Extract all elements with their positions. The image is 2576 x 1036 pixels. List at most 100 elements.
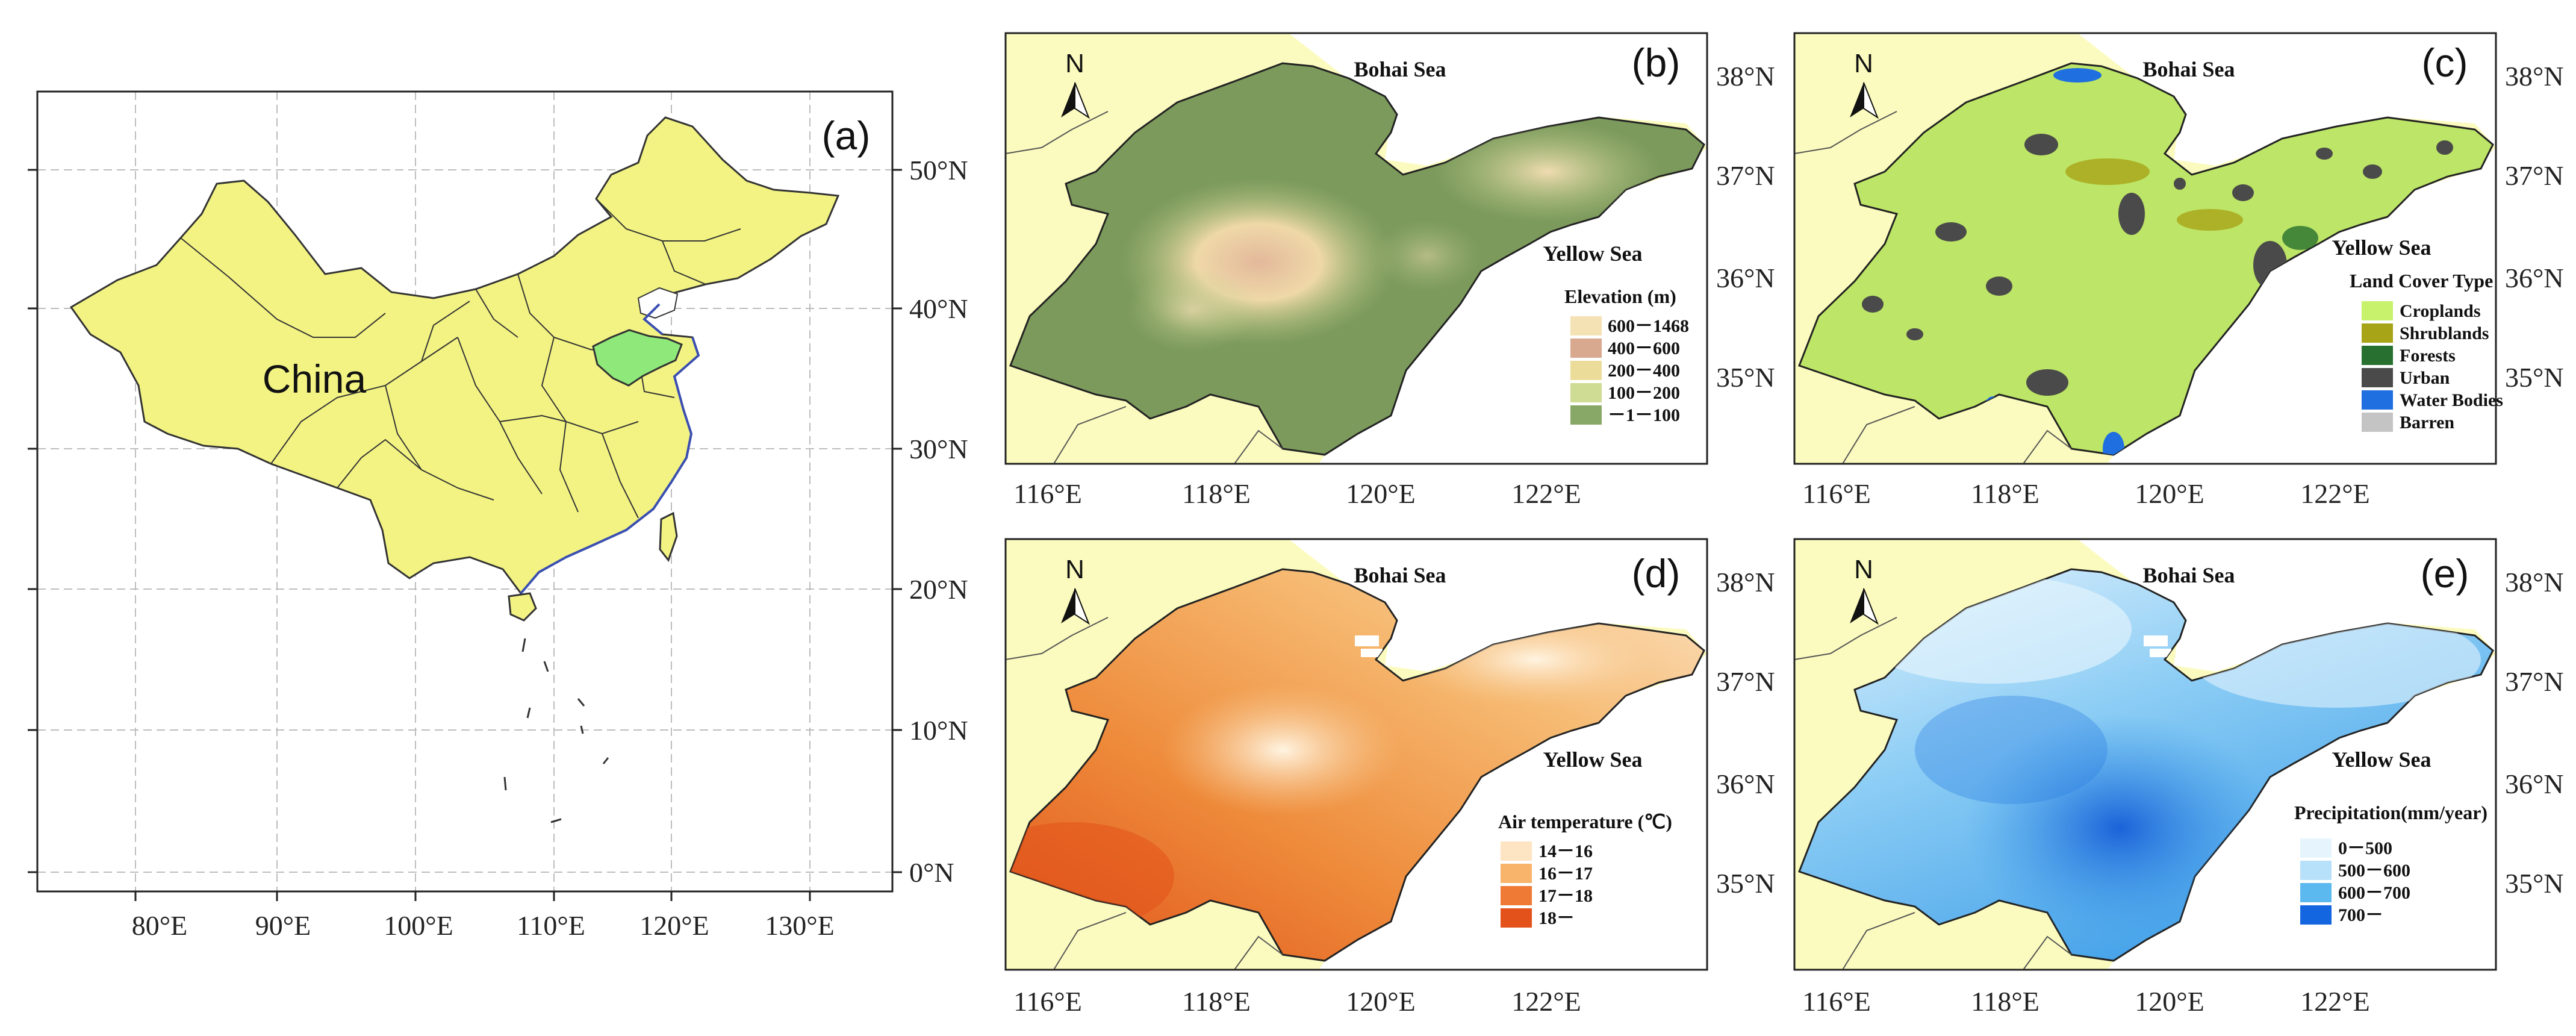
taiwan-island	[659, 511, 678, 563]
north-arrow: N	[1061, 555, 1090, 625]
north-arrow-label: N	[1065, 49, 1084, 78]
north-arrow: N	[1850, 555, 1879, 625]
lon-tick-label: 122°E	[2300, 478, 2370, 509]
lat-tick-label: 38°N	[2505, 61, 2564, 92]
lat-tick-label: 10°N	[909, 715, 968, 746]
lon-tick-label: 118°E	[1971, 478, 2039, 509]
panel-c-lat-ticks: 38°N 37°N 36°N 35°N	[2505, 61, 2564, 393]
north-arrow-icon	[1061, 588, 1075, 623]
lat-tick-label: 36°N	[1716, 263, 1775, 293]
lat-tick-label: 38°N	[1716, 567, 1775, 598]
bohai-sea-label: Bohai Sea	[1354, 57, 1446, 81]
panel-c-frame	[1793, 32, 2497, 465]
legend-label: Urban	[2400, 368, 2450, 388]
boundary-lines	[1005, 111, 1283, 464]
lat-tick-label: 20°N	[909, 574, 968, 605]
panel-a-tick-marks	[28, 169, 902, 901]
legend-label: 700－	[2338, 905, 2383, 925]
panel-b-lat-ticks: 38°N 37°N 36°N 35°N	[1716, 61, 1775, 393]
lat-tick-label: 35°N	[2505, 868, 2564, 899]
panel-d-label: (d)	[1632, 551, 1681, 596]
legend-title: Land Cover Type	[2350, 270, 2493, 292]
legend-label: 500－600	[2338, 861, 2410, 881]
panel-e-frame	[1793, 538, 2497, 971]
lat-tick-label: 35°N	[2505, 362, 2564, 393]
legend-b: Elevation (m) 600－1468 400－600 200－400 1…	[1564, 286, 1689, 425]
panel-c-label: (c)	[2422, 40, 2468, 85]
lon-tick-label: 118°E	[1182, 478, 1251, 509]
lon-tick-label: 116°E	[1802, 478, 1871, 509]
sea-area	[1289, 33, 1707, 464]
lon-tick-label: 130°E	[765, 910, 835, 941]
hainan-island	[508, 592, 537, 622]
legend-label: 200－400	[1608, 361, 1680, 381]
north-arrow: N	[1061, 49, 1090, 119]
panel-e-lat-ticks: 38°N 37°N 36°N 35°N	[2505, 567, 2564, 899]
panel-c-lon-ticks: 116°E 118°E 120°E 122°E	[1802, 478, 2370, 509]
panel-a: China (a) 80°E 90°E 100°E 110°E 120°E 13…	[28, 90, 968, 941]
lat-tick-label: 35°N	[1716, 362, 1775, 393]
legend-label: －1－100	[1608, 405, 1680, 425]
boundary-lines	[1005, 617, 1283, 970]
lon-tick-label: 120°E	[2135, 986, 2204, 1017]
panel-d-lon-ticks: 116°E 118°E 120°E 122°E	[1013, 986, 1581, 1017]
legend-label: 0－500	[2338, 838, 2392, 858]
panel-e: Bohai Sea Yellow Sea (e) N Precipitation…	[1793, 538, 2564, 1017]
sea-area	[1289, 539, 1707, 970]
lon-tick-label: 118°E	[1971, 986, 2039, 1017]
panel-c: Bohai Sea Yellow Sea (c) N Land Cover Ty…	[1793, 32, 2564, 509]
north-arrow-icon	[1850, 83, 1864, 117]
panel-a-frame	[36, 90, 894, 893]
lon-tick-label: 122°E	[2300, 986, 2370, 1017]
lon-tick-label: 120°E	[1346, 478, 1416, 509]
north-arrow: N	[1850, 49, 1879, 119]
panel-a-lon-ticks: 80°E 90°E 100°E 110°E 120°E 130°E	[132, 910, 835, 941]
north-arrow-icon	[1061, 83, 1075, 117]
lat-tick-label: 36°N	[2505, 263, 2564, 293]
lon-tick-label: 116°E	[1802, 986, 1871, 1017]
yellow-sea-label: Yellow Sea	[1543, 242, 1643, 266]
panel-a-lat-ticks: 50°N 40°N 30°N 20°N 10°N 0°N	[909, 155, 968, 888]
panel-b-label: (b)	[1632, 40, 1681, 85]
lat-tick-label: 35°N	[1716, 868, 1775, 899]
legend-label: 400－600	[1608, 339, 1680, 358]
lon-tick-label: 110°E	[517, 910, 585, 941]
shandong-highlight	[592, 329, 683, 387]
lat-tick-label: 0°N	[909, 857, 954, 888]
legend-label: Barren	[2400, 413, 2454, 432]
panel-d-frame	[1004, 538, 1708, 971]
lon-tick-label: 100°E	[384, 910, 453, 941]
elevation-relief	[1120, 120, 1662, 352]
sea-area	[2077, 539, 2496, 970]
bohai-sea-label: Bohai Sea	[1354, 563, 1446, 587]
panel-a-label: (a)	[822, 113, 871, 158]
bohai-sea-label: Bohai Sea	[2142, 563, 2235, 587]
lon-tick-label: 80°E	[132, 910, 188, 941]
lon-tick-label: 120°E	[1346, 986, 1416, 1017]
legend-label: 16－17	[1538, 864, 1593, 884]
panel-d-lat-ticks: 38°N 37°N 36°N 35°N	[1716, 567, 1775, 899]
bohai-gulf	[637, 287, 679, 319]
north-arrow-label: N	[1854, 49, 1873, 78]
lat-tick-label: 37°N	[1716, 160, 1775, 191]
lon-tick-label: 122°E	[1511, 986, 1581, 1017]
panel-b-frame	[1004, 32, 1708, 465]
yellow-sea-label: Yellow Sea	[2332, 236, 2431, 260]
south-china-sea-islands	[503, 638, 609, 823]
lat-tick-label: 37°N	[2505, 160, 2564, 191]
yellow-sea-label: Yellow Sea	[1543, 747, 1643, 772]
legend-title: Precipitation(mm/year)	[2294, 802, 2487, 823]
legend-label: 14－16	[1538, 841, 1593, 861]
lat-tick-label: 37°N	[1716, 666, 1775, 697]
legend-label: 17－18	[1538, 886, 1593, 906]
north-arrow-label: N	[1065, 555, 1084, 584]
legend-label: Croplands	[2400, 301, 2481, 321]
legend-label: Shrublands	[2400, 323, 2489, 343]
lat-tick-label: 36°N	[2505, 769, 2564, 799]
north-arrow-label: N	[1854, 555, 1873, 584]
legend-title: Air temperature (℃)	[1498, 811, 1672, 832]
panel-b-lon-ticks: 116°E 118°E 120°E 122°E	[1013, 478, 1581, 509]
legend-label: 600－1468	[1608, 316, 1689, 336]
north-arrow-icon	[1850, 588, 1864, 623]
panel-b: Bohai Sea Yellow Sea (b) N Elevation (m)…	[1004, 32, 1775, 509]
